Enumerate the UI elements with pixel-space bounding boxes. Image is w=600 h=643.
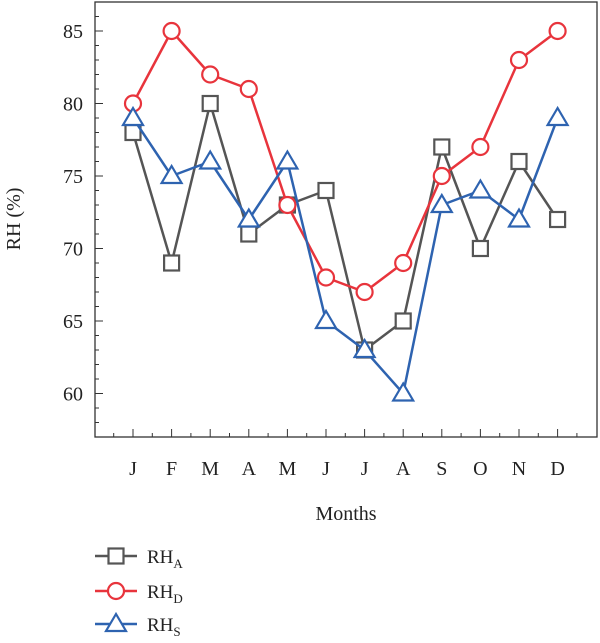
legend-marker-rh-s — [104, 611, 128, 633]
data-point-rh-s — [391, 381, 416, 402]
legend-label-subscript: A — [173, 556, 183, 571]
data-point-rh-d — [316, 268, 336, 287]
x-tick-label: M — [279, 458, 297, 480]
data-point-rh-s — [545, 105, 570, 127]
data-point-rh-s — [121, 105, 145, 127]
y-tick-label: 60 — [63, 384, 83, 406]
data-point-rh-d — [239, 79, 258, 99]
data-point-rh-a — [163, 254, 181, 272]
data-point-rh-s — [275, 149, 300, 170]
data-point-rh-a — [201, 94, 219, 113]
data-point-rh-a — [240, 225, 258, 243]
data-point-rh-s — [429, 192, 454, 214]
data-point-rh-d — [355, 282, 374, 302]
data-point-rh-s — [507, 207, 531, 228]
data-point-rh-a — [471, 239, 489, 258]
data-point-rh-s — [236, 207, 261, 228]
x-tick-label: F — [166, 458, 177, 480]
data-point-rh-d — [394, 253, 413, 273]
data-point-rh-d — [201, 65, 220, 84]
series-layer — [121, 21, 570, 402]
legend-entry-rh-s: RHS — [95, 611, 181, 639]
data-point-rh-s — [352, 337, 377, 359]
legend-marker-rh-d — [106, 581, 126, 601]
x-tick-label: M — [201, 458, 219, 480]
y-tick-label: 80 — [63, 94, 83, 116]
data-point-rh-a — [394, 312, 412, 330]
data-point-rh-d — [548, 21, 567, 41]
series-rh-a — [124, 94, 567, 359]
data-point-rh-d — [509, 50, 529, 70]
data-point-rh-s — [468, 178, 493, 199]
x-tick-label: A — [242, 458, 257, 480]
y-tick-label: 65 — [63, 311, 83, 333]
data-point-rh-a — [548, 210, 567, 229]
legend-entry-rh-d: RHD — [95, 581, 183, 606]
series-rh-s — [121, 105, 570, 402]
data-point-rh-a — [433, 138, 451, 156]
legend-label-rh-s: RHS — [147, 615, 181, 639]
legend-label-rh-a: RHA — [147, 547, 183, 571]
x-tick-label: S — [436, 458, 447, 480]
data-point-rh-s — [159, 163, 184, 185]
legend-label-subscript: S — [173, 624, 180, 639]
legend-label-base: RH — [147, 582, 174, 603]
x-tick-label: J — [129, 458, 137, 480]
legend-label-subscript: D — [173, 591, 182, 606]
legend-label-rh-d: RHD — [147, 582, 183, 606]
x-tick-label: N — [512, 458, 526, 480]
y-axis-title: RH (%) — [3, 188, 25, 251]
legend-label-base: RH — [147, 615, 174, 636]
x-tick-label: D — [550, 458, 564, 480]
x-tick-label: J — [361, 458, 369, 480]
series-line-rh-d — [131, 29, 559, 294]
data-point-rh-d — [162, 21, 181, 41]
legend-label-base: RH — [147, 547, 174, 568]
y-tick-label: 70 — [63, 239, 83, 261]
legend-entry-rh-a: RHA — [95, 547, 183, 571]
data-point-rh-s — [314, 308, 338, 330]
x-tick-label: J — [322, 458, 330, 480]
data-point-rh-d — [278, 195, 297, 215]
data-point-rh-d — [432, 166, 451, 186]
data-point-rh-a — [317, 181, 335, 200]
series-line-rh-a — [131, 102, 559, 352]
x-tick-label: O — [473, 458, 487, 480]
y-tick-label: 75 — [63, 166, 83, 188]
legend-marker-rh-a — [107, 547, 125, 565]
x-axis-title: Months — [315, 503, 376, 525]
x-tick-label: A — [396, 458, 411, 480]
data-point-rh-s — [198, 149, 223, 170]
data-point-rh-a — [510, 152, 528, 171]
y-tick-label: 85 — [63, 21, 83, 43]
data-point-rh-d — [471, 137, 490, 157]
series-rh-d — [123, 21, 567, 302]
axis-ticks — [95, 16, 578, 437]
